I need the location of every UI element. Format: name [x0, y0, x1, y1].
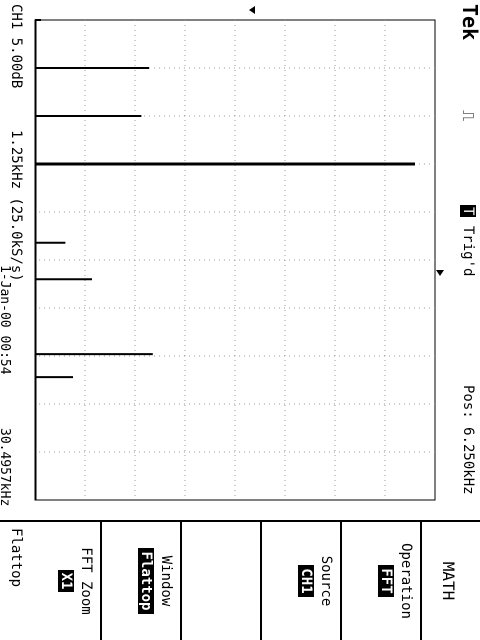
menu-window[interactable]: Window Flattop [100, 522, 180, 640]
trigger-position-arrow [249, 6, 255, 14]
ground-level-arrow [436, 270, 444, 276]
trigger-marker [249, 6, 444, 276]
fft-graticule [34, 6, 444, 501]
frequency-scale: 1.25kHz (25.0kS/s) [8, 130, 24, 282]
channel-scale: CH1 5.00dB [8, 4, 24, 89]
menu-fft-zoom[interactable]: FFT Zoom X1 [58, 547, 94, 615]
menu-operation[interactable]: Operation FFT [340, 522, 420, 640]
menu-blank [180, 522, 260, 640]
spectrum-lines [35, 19, 415, 500]
cursor-frequency: 30.4957kHz [0, 428, 12, 507]
menu-title: MATH [420, 522, 480, 640]
math-menu: MATH Operation FFT Source CH1 Window Fla… [0, 520, 480, 640]
menu-source[interactable]: Source CH1 [260, 522, 340, 640]
grid-lines [34, 19, 436, 501]
date-time: 1-Jan-00 00:54 [0, 265, 12, 375]
